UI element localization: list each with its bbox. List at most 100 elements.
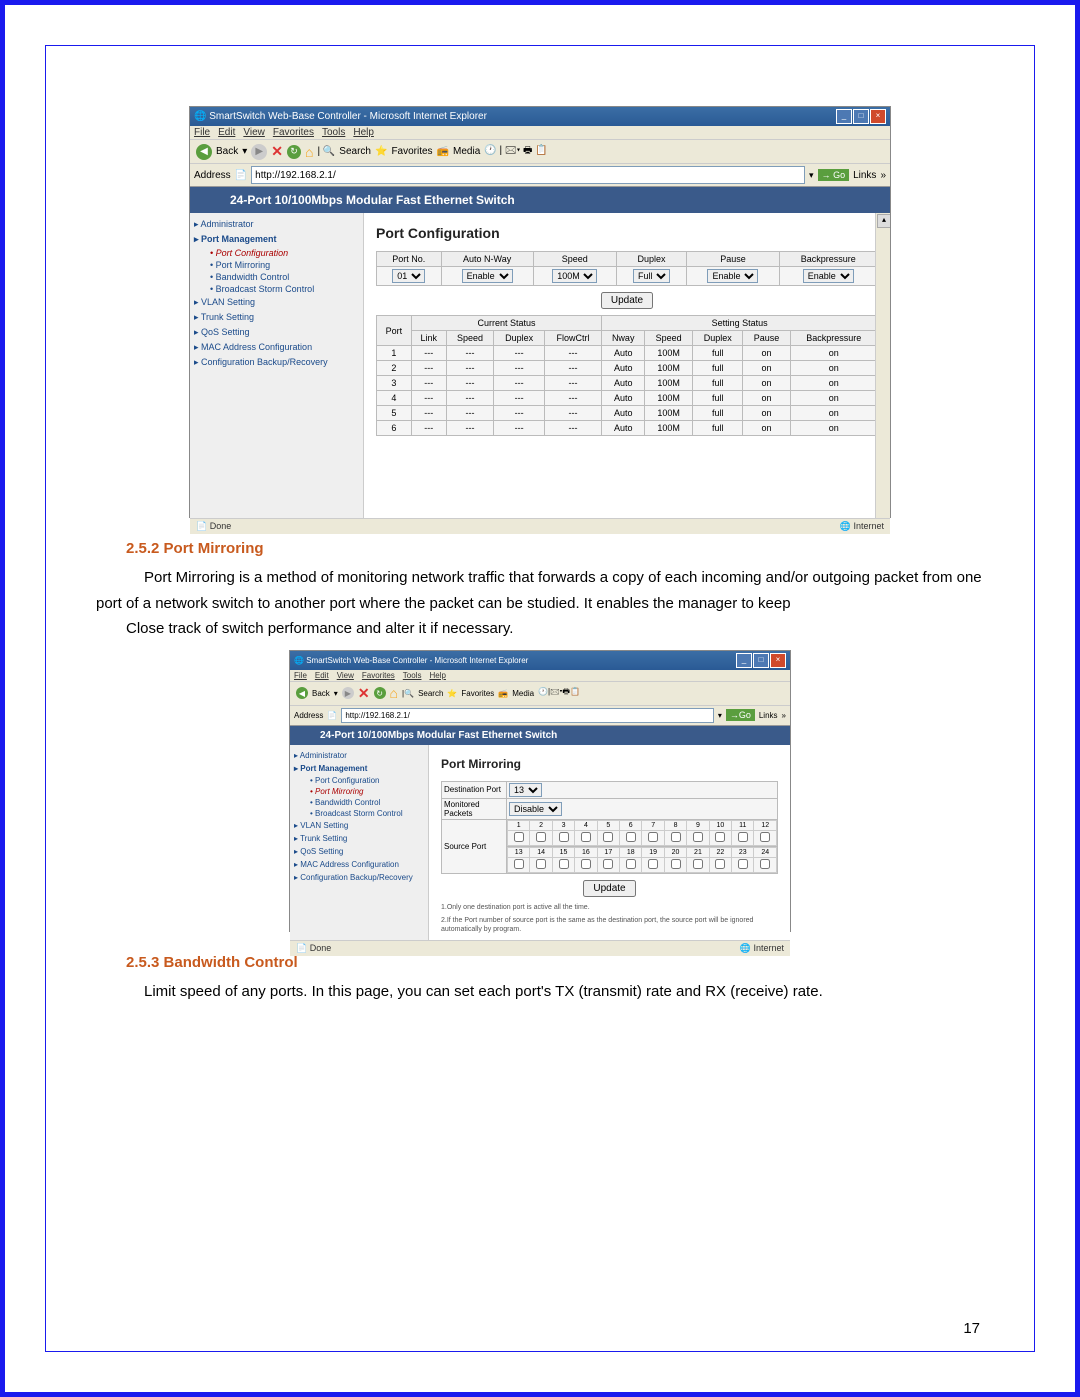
mirroring-para: Port Mirroring is a method of monitoring… <box>96 565 984 616</box>
port-checkbox[interactable] <box>559 859 569 869</box>
sidebar-item[interactable]: ▸ Administrator <box>294 749 424 762</box>
port-checkbox[interactable] <box>559 832 569 842</box>
links-label[interactable]: Links <box>853 170 876 181</box>
port-checkbox[interactable] <box>693 832 703 842</box>
port-checkbox[interactable] <box>671 859 681 869</box>
sidebar-item[interactable]: • Broadcast Storm Control <box>194 283 359 295</box>
port-checkbox[interactable] <box>738 832 748 842</box>
port-checkbox[interactable] <box>648 859 658 869</box>
go-button[interactable]: → Go <box>818 169 850 181</box>
menu-help[interactable]: Help <box>353 127 374 138</box>
port-checkbox[interactable] <box>738 859 748 869</box>
sidebar-item[interactable]: • Port Mirroring <box>194 259 359 271</box>
th-duplex: Duplex <box>616 252 687 267</box>
port-checkbox[interactable] <box>536 859 546 869</box>
menu-favorites[interactable]: Favorites <box>273 127 314 138</box>
close-button2[interactable]: × <box>770 653 786 668</box>
port-checkbox[interactable] <box>603 832 613 842</box>
media-label[interactable]: Media <box>453 146 480 157</box>
port-checkbox[interactable] <box>648 832 658 842</box>
back-select[interactable]: Enable <box>803 269 854 283</box>
auto-select[interactable]: Enable <box>462 269 513 283</box>
sidebar-item[interactable]: ▸ Port Management <box>294 762 424 775</box>
close-button[interactable]: × <box>870 109 886 124</box>
speed-select[interactable]: 100M <box>552 269 597 283</box>
sidebar-item[interactable]: • Bandwidth Control <box>194 271 359 283</box>
favorites-label[interactable]: Favorites <box>391 146 432 157</box>
port-select[interactable]: 01 <box>392 269 425 283</box>
home-icon2[interactable]: ⌂ <box>390 685 398 701</box>
scrollbar[interactable]: ▴ <box>875 213 890 518</box>
port-checkbox[interactable] <box>693 859 703 869</box>
url-input2[interactable] <box>341 708 714 723</box>
back-icon[interactable]: ◀ <box>196 144 212 160</box>
back-icon2[interactable]: ◀ <box>296 687 308 699</box>
sidebar-item[interactable]: ▸ VLAN Setting <box>294 819 424 832</box>
sidebar-item[interactable]: ▸ Trunk Setting <box>194 310 359 325</box>
sidebar-item[interactable]: ▸ QoS Setting <box>294 845 424 858</box>
toolbar: ◀Back ▾ ▶ ✕ ↻ ⌂ | 🔍Search ⭐Favorites 📻Me… <box>190 140 890 164</box>
sidebar-item[interactable]: ▸ MAC Address Configuration <box>194 340 359 355</box>
pause-select[interactable]: Enable <box>707 269 758 283</box>
duplex-select[interactable]: Full <box>633 269 670 283</box>
minimize-button2[interactable]: _ <box>736 653 752 668</box>
port-checkbox[interactable] <box>760 859 770 869</box>
port-checkbox[interactable] <box>514 859 524 869</box>
maximize-button[interactable]: □ <box>853 109 869 124</box>
sidebar-item[interactable]: ▸ VLAN Setting <box>194 295 359 310</box>
sidebar-item[interactable]: ▸ MAC Address Configuration <box>294 858 424 871</box>
dest-select[interactable]: 13 <box>509 783 542 797</box>
sidebar-item[interactable]: ▸ QoS Setting <box>194 325 359 340</box>
screenshot-port-config: 🌐 SmartSwitch Web-Base Controller - Micr… <box>189 106 891 518</box>
menu-edit[interactable]: Edit <box>218 127 235 138</box>
ie-icon: 🌐 <box>194 111 206 122</box>
sidebar-item[interactable]: • Port Mirroring <box>294 786 424 797</box>
mon-label: Monitored Packets <box>442 798 507 819</box>
port-checkbox[interactable] <box>671 832 681 842</box>
port-checkbox[interactable] <box>536 832 546 842</box>
refresh-icon[interactable]: ↻ <box>287 145 301 159</box>
url-input[interactable] <box>251 166 805 184</box>
mirroring-para2: Close track of switch performance and al… <box>126 616 984 642</box>
stop-icon[interactable]: ✕ <box>271 143 283 160</box>
sidebar-item[interactable]: • Port Configuration <box>294 775 424 786</box>
port-checkbox[interactable] <box>760 832 770 842</box>
sidebar-item[interactable]: ▸ Port Management <box>194 232 359 247</box>
port-checkbox[interactable] <box>581 859 591 869</box>
sidebar-item[interactable]: ▸ Trunk Setting <box>294 832 424 845</box>
content-area: Port Configuration Port No.Auto N-WaySpe… <box>364 213 890 518</box>
port-checkbox[interactable] <box>715 832 725 842</box>
home-icon[interactable]: ⌂ <box>305 144 313 160</box>
forward-icon[interactable]: ▶ <box>251 144 267 160</box>
sidebar-item[interactable]: ▸ Administrator <box>194 217 359 232</box>
sidebar-item[interactable]: • Broadcast Storm Control <box>294 808 424 819</box>
minimize-button[interactable]: _ <box>836 109 852 124</box>
menu-tools[interactable]: Tools <box>322 127 345 138</box>
src-label: Source Port <box>442 819 507 873</box>
refresh-icon2[interactable]: ↻ <box>374 687 386 699</box>
sidebar-item[interactable]: • Bandwidth Control <box>294 797 424 808</box>
window-title: SmartSwitch Web-Base Controller - Micros… <box>209 111 487 122</box>
port-checkbox[interactable] <box>603 859 613 869</box>
sidebar-item[interactable]: ▸ Configuration Backup/Recovery <box>294 871 424 884</box>
page-icon: 📄 <box>235 170 247 181</box>
mon-select[interactable]: Disable <box>509 802 562 816</box>
sidebar-item[interactable]: • Port Configuration <box>194 247 359 259</box>
maximize-button2[interactable]: □ <box>753 653 769 668</box>
forward-icon2[interactable]: ▶ <box>342 687 354 699</box>
note1: 1.Only one destination port is active al… <box>441 903 778 912</box>
menu-file[interactable]: File <box>194 127 210 138</box>
stop-icon2[interactable]: ✕ <box>358 685 370 702</box>
port-checkbox[interactable] <box>715 859 725 869</box>
update-button[interactable]: Update <box>601 292 653 309</box>
port-checkbox[interactable] <box>514 832 524 842</box>
menu-view[interactable]: View <box>243 127 265 138</box>
go-button2[interactable]: →Go <box>726 709 755 721</box>
port-checkbox[interactable] <box>626 859 636 869</box>
port-checkbox[interactable] <box>626 832 636 842</box>
update-button2[interactable]: Update <box>583 880 635 897</box>
search-label[interactable]: Search <box>339 146 371 157</box>
sidebar-item[interactable]: ▸ Configuration Backup/Recovery <box>194 355 359 370</box>
port-checkbox[interactable] <box>581 832 591 842</box>
back-label[interactable]: Back <box>216 146 238 157</box>
